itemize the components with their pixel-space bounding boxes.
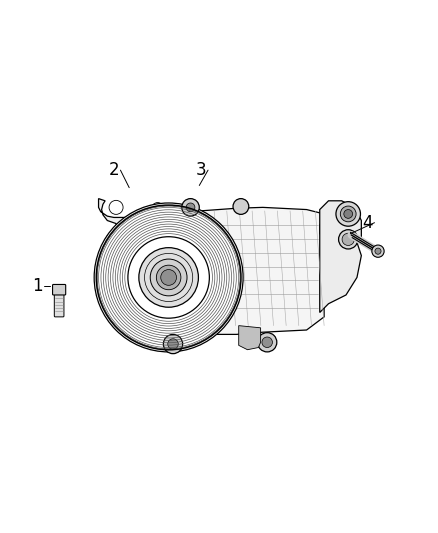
Polygon shape: [153, 207, 324, 334]
Circle shape: [336, 201, 360, 226]
Polygon shape: [111, 277, 129, 292]
Circle shape: [258, 333, 277, 352]
Circle shape: [156, 265, 181, 290]
Circle shape: [340, 206, 356, 222]
Circle shape: [372, 245, 384, 257]
Circle shape: [94, 203, 243, 352]
Circle shape: [186, 203, 195, 212]
Polygon shape: [239, 326, 261, 350]
Circle shape: [344, 209, 353, 219]
Polygon shape: [99, 199, 171, 285]
Circle shape: [109, 200, 123, 214]
Text: 1: 1: [32, 277, 42, 295]
Circle shape: [233, 199, 249, 214]
Text: 2: 2: [109, 161, 119, 179]
Circle shape: [150, 259, 187, 296]
Circle shape: [262, 337, 272, 348]
FancyBboxPatch shape: [54, 292, 64, 317]
Circle shape: [139, 248, 198, 307]
FancyBboxPatch shape: [53, 285, 66, 295]
Circle shape: [375, 248, 381, 254]
Polygon shape: [320, 201, 361, 312]
Circle shape: [163, 334, 183, 354]
Text: 3: 3: [196, 161, 207, 179]
Circle shape: [342, 233, 354, 246]
Circle shape: [161, 270, 177, 285]
Ellipse shape: [117, 233, 141, 253]
Circle shape: [152, 203, 164, 215]
Text: 4: 4: [363, 214, 373, 232]
Circle shape: [168, 339, 178, 349]
Circle shape: [182, 199, 199, 216]
Circle shape: [339, 230, 358, 249]
